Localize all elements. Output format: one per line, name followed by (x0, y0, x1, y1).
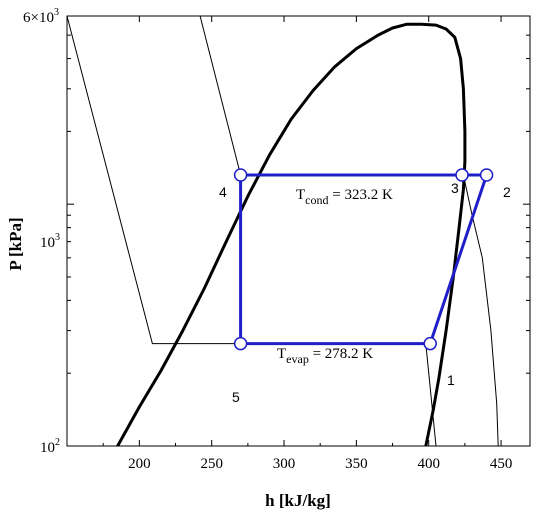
x-axis: 200 250 300 350 400 450 (102, 16, 513, 472)
x-tick-label-300: 300 (273, 456, 296, 472)
x-tick-label-250: 250 (200, 456, 223, 472)
x-tick-label-200: 200 (128, 456, 151, 472)
annotation-t-evap: Tevap = 278.2 K (277, 346, 373, 366)
state-point-1-marker (423, 336, 437, 351)
state-point-4-marker (233, 168, 248, 182)
curves-layer (66, 15, 499, 447)
state-point-2-marker (479, 168, 494, 182)
y-axis (67, 34, 530, 374)
y-tick-label-1000: 103 (40, 232, 60, 251)
state-point-3-marker (455, 168, 469, 182)
state-label-4: 4 (219, 184, 227, 200)
x-tick-label-350: 350 (345, 456, 368, 472)
x-axis-label: h [kJ/kg] (265, 491, 331, 510)
state-point-5-marker (233, 336, 248, 351)
x-tick-label-450: 450 (490, 456, 513, 472)
refrigeration-cycle-line (239, 173, 489, 346)
y-tick-label-6000: 6×103 (23, 7, 59, 26)
y-axis-label: P [kPa] (6, 217, 25, 270)
state-label-3: 3 (451, 180, 459, 196)
isotherm-low-line (66, 15, 437, 447)
x-tick-label-400: 400 (417, 456, 440, 472)
state-label-2: 2 (503, 184, 511, 200)
state-markers-layer (233, 168, 494, 351)
state-label-5: 5 (232, 389, 240, 405)
plot-frame (66, 15, 531, 447)
y-tick-label-100: 102 (40, 437, 60, 456)
annotation-t-cond: Tcond = 323.2 K (296, 187, 393, 207)
saturation-dome-line (116, 22, 467, 447)
state-label-1: 1 (447, 372, 455, 388)
